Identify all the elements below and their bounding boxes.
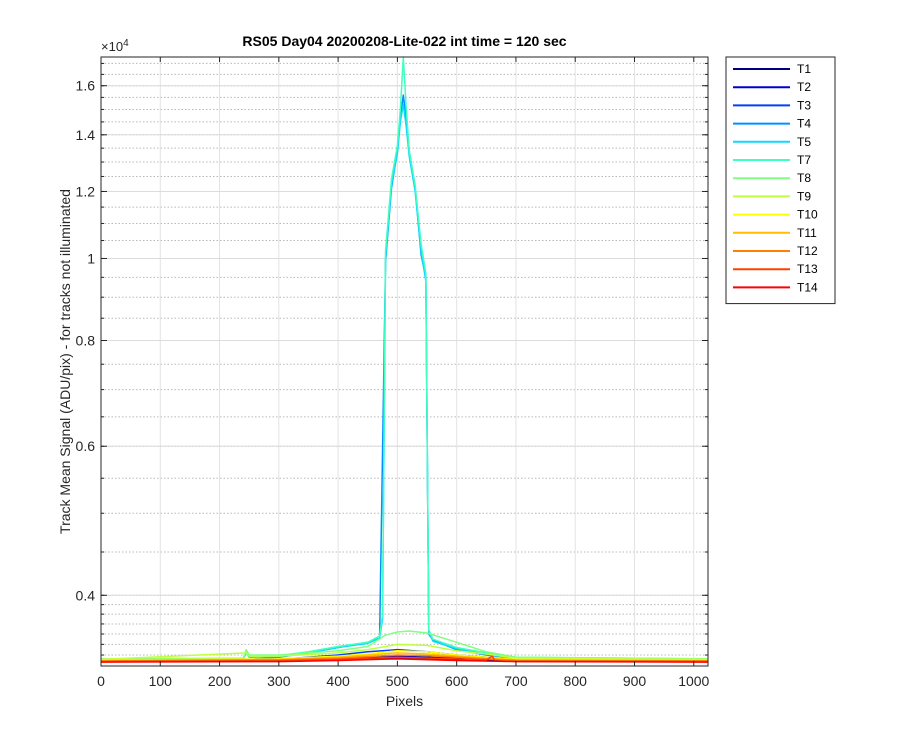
legend-label: T11 (797, 226, 817, 240)
legend-label: T9 (797, 189, 811, 203)
legend-label: T7 (797, 153, 811, 167)
legend-label: T14 (797, 280, 818, 294)
legend-item-t7[interactable]: T7 (733, 153, 811, 167)
x-tick-label: 400 (326, 673, 350, 689)
legend-label: T1 (797, 62, 811, 76)
y-tick-label: 1 (87, 250, 95, 266)
y-axis-exponent-power: 4 (123, 38, 129, 49)
series-line-t12 (100, 654, 709, 662)
legend-label: T5 (797, 135, 811, 149)
legend-label: T10 (797, 208, 818, 222)
grid (100, 57, 708, 666)
x-tick-label: 700 (504, 673, 528, 689)
legend-item-t5[interactable]: T5 (733, 135, 811, 149)
x-tick-label: 300 (267, 673, 291, 689)
chart-title: RS05 Day04 20200208-Lite-022 int time = … (242, 33, 566, 49)
x-tick-label: 800 (564, 673, 588, 689)
y-tick-label: 0.8 (76, 333, 96, 349)
legend-label: T8 (797, 171, 811, 185)
axes-box (100, 56, 709, 667)
legend-label: T3 (797, 98, 811, 112)
x-tick-label: 900 (623, 673, 647, 689)
legend-box (725, 56, 836, 305)
x-tick-label: 1000 (678, 673, 709, 689)
legend-item-t9[interactable]: T9 (733, 189, 811, 203)
series-line-t10 (100, 649, 709, 661)
legend-label: T13 (797, 262, 818, 276)
x-tick-label: 0 (97, 673, 105, 689)
y-tick-label: 1.6 (76, 78, 96, 94)
legend-item-t14[interactable]: T14 (733, 280, 818, 294)
x-tick-label: 100 (149, 673, 173, 689)
legend-item-t10[interactable]: T10 (733, 208, 818, 222)
x-axis-label: Pixels (386, 693, 423, 709)
legend-item-t1[interactable]: T1 (733, 62, 811, 76)
legend-item-t2[interactable]: T2 (733, 80, 811, 94)
series-line-t9 (100, 643, 709, 661)
series-line-t8 (100, 630, 709, 660)
legend[interactable]: T1 T2 T3 T4 T5 T7 T8 T9 T10 T11 T12 T13 T14 (725, 56, 836, 305)
x-tick-label: 600 (445, 673, 469, 689)
y-axis-label: Track Mean Signal (ADU/pix) - for tracks… (57, 189, 73, 534)
legend-item-t3[interactable]: T3 (733, 98, 811, 112)
legend-label: T12 (797, 244, 818, 258)
legend-label: T2 (797, 80, 811, 94)
x-tick-label: 500 (386, 673, 410, 689)
legend-item-t11[interactable]: T11 (733, 226, 817, 240)
legend-label: T4 (797, 117, 811, 131)
y-tick-label: 0.4 (76, 587, 96, 603)
legend-item-t4[interactable]: T4 (733, 117, 811, 131)
y-tick-label: 1.4 (76, 127, 96, 143)
axis-ticks: 0 100 200 300 400 500 600 700 800 900 1000 0.4 0.6 0.… (76, 57, 710, 689)
y-axis-exponent: ×104 (101, 38, 129, 55)
legend-item-t8[interactable]: T8 (733, 171, 811, 185)
legend-item-t13[interactable]: T13 (733, 262, 818, 276)
y-axis-exponent-base: ×10 (101, 39, 123, 54)
x-tick-label: 200 (208, 673, 232, 689)
y-tick-label: 1.2 (76, 183, 96, 199)
y-tick-label: 0.6 (76, 438, 96, 454)
legend-item-t12[interactable]: T12 (733, 244, 818, 258)
